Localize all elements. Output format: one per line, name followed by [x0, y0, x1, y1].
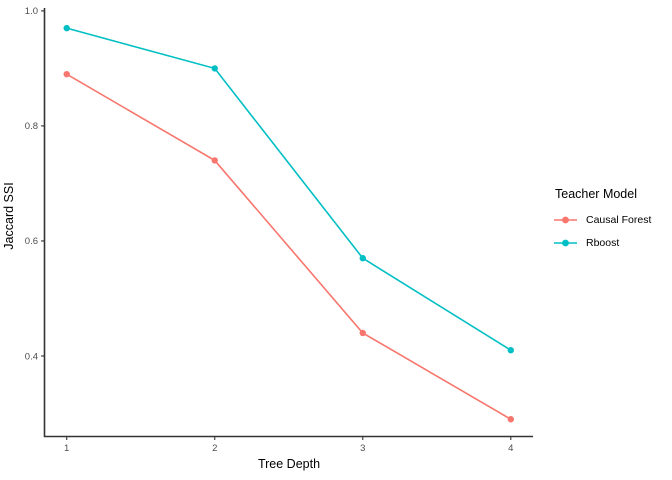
x-axis-tick-label: 1	[64, 443, 69, 454]
y-axis-tick-label: 0.8	[25, 121, 38, 132]
data-point-rboost	[211, 65, 218, 72]
y-axis-tick-label: 1.0	[25, 6, 38, 17]
legend-item-label: Rboost	[586, 236, 620, 249]
legend-key-line-dot-icon	[554, 239, 577, 246]
legend-title: Teacher Model	[555, 187, 637, 201]
axis-lines	[43, 8, 533, 438]
data-point-causal-forest	[507, 416, 514, 423]
y-axis-title: Jaccard SSI	[2, 182, 16, 249]
x-axis-tick-label: 4	[508, 443, 513, 454]
data-point-causal-forest	[211, 157, 218, 164]
ticks-layer: 0.4 0.6 0.8 1.0 1 2 3 4	[25, 6, 514, 454]
data-point-causal-forest	[63, 70, 70, 78]
legend-item-causal-forest: Causal Forest	[553, 208, 651, 231]
series-layer	[63, 24, 514, 423]
legend: Teacher Model Causal Forest Rboost	[553, 186, 651, 254]
data-point-rboost	[507, 347, 514, 354]
data-point-rboost	[63, 24, 70, 32]
x-axis-title: Tree Depth	[258, 457, 320, 471]
legend-key-line-dot-icon	[554, 216, 577, 223]
x-axis-tick-label: 3	[360, 443, 365, 454]
y-axis-tick-label: 0.4	[25, 351, 38, 362]
legend-item-label: Causal Forest	[586, 213, 652, 226]
series-line-causal-forest	[66, 73, 512, 420]
data-point-causal-forest	[359, 329, 366, 337]
line-chart: 0.4 0.6 0.8 1.0 1 2 3 4 Tree Depth Jaccard SSI	[2, 6, 533, 471]
legend-item-rboost: Rboost	[553, 231, 651, 254]
y-axis-tick-label: 0.6	[25, 236, 38, 247]
data-point-rboost	[359, 254, 366, 262]
series-line-rboost	[66, 27, 512, 351]
x-axis-tick-label: 2	[212, 443, 217, 454]
